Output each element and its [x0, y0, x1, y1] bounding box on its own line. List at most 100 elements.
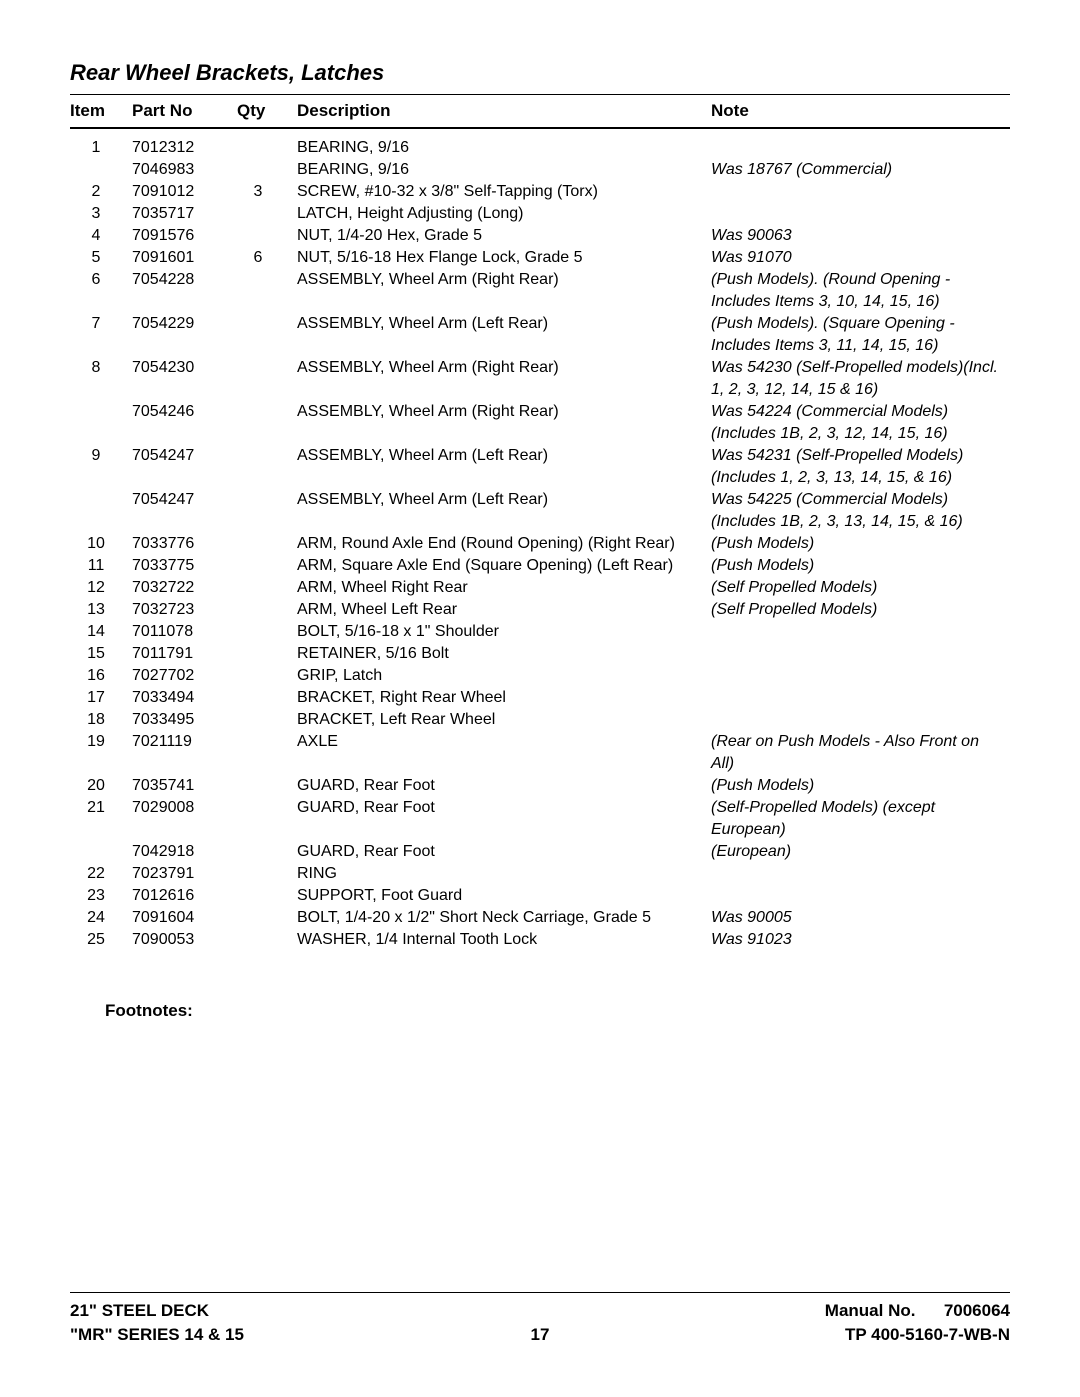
cell-part: 7021119: [132, 731, 237, 775]
cell-note: [711, 643, 1010, 665]
cell-desc: ASSEMBLY, Wheel Arm (Left Rear): [297, 445, 711, 489]
cell-part: 7035741: [132, 775, 237, 797]
header-desc: Description: [297, 101, 711, 121]
footnotes-label: Footnotes:: [105, 1001, 1010, 1021]
cell-desc: GRIP, Latch: [297, 665, 711, 687]
cell-note: (Self Propelled Models): [711, 577, 1010, 599]
cell-note: [711, 203, 1010, 225]
cell-note: [711, 665, 1010, 687]
cell-desc: SCREW, #10-32 x 3/8" Self-Tapping (Torx): [297, 181, 711, 203]
footer-manual-label: Manual No.: [825, 1301, 916, 1320]
cell-part: 7091012: [132, 181, 237, 203]
cell-desc: ASSEMBLY, Wheel Arm (Right Rear): [297, 357, 711, 401]
cell-desc: GUARD, Rear Foot: [297, 775, 711, 797]
table-row: 147011078BOLT, 5/16-18 x 1" Shoulder: [70, 621, 1010, 643]
cell-note: (Push Models): [711, 555, 1010, 577]
cell-note: [711, 709, 1010, 731]
cell-qty: [237, 225, 297, 247]
cell-qty: [237, 599, 297, 621]
cell-qty: [237, 445, 297, 489]
table-row: 207035741GUARD, Rear Foot(Push Models): [70, 775, 1010, 797]
table-row: 7046983BEARING, 9/16Was 18767 (Commercia…: [70, 159, 1010, 181]
cell-part: 7033495: [132, 709, 237, 731]
cell-item: 13: [70, 599, 132, 621]
cell-qty: [237, 533, 297, 555]
cell-part: 7032722: [132, 577, 237, 599]
cell-item: 3: [70, 203, 132, 225]
table-row: 7042918GUARD, Rear Foot(European): [70, 841, 1010, 863]
cell-item: 7: [70, 313, 132, 357]
cell-desc: ARM, Round Axle End (Round Opening) (Rig…: [297, 533, 711, 555]
cell-desc: BOLT, 1/4-20 x 1/2" Short Neck Carriage,…: [297, 907, 711, 929]
cell-part: 7054230: [132, 357, 237, 401]
cell-desc: GUARD, Rear Foot: [297, 797, 711, 841]
header-part: Part No: [132, 101, 237, 121]
cell-part: 7011078: [132, 621, 237, 643]
cell-desc: ASSEMBLY, Wheel Arm (Left Rear): [297, 489, 711, 533]
cell-part: 7033494: [132, 687, 237, 709]
cell-part: 7012312: [132, 137, 237, 159]
cell-qty: [237, 621, 297, 643]
cell-part: 7054246: [132, 401, 237, 445]
cell-qty: [237, 885, 297, 907]
cell-desc: ASSEMBLY, Wheel Arm (Right Rear): [297, 269, 711, 313]
cell-qty: [237, 137, 297, 159]
footer-right-2: TP 400-5160-7-WB-N: [580, 1323, 1010, 1347]
cell-note: Was 90063: [711, 225, 1010, 247]
cell-qty: [237, 203, 297, 225]
cell-part: 7012616: [132, 885, 237, 907]
table-body: 17012312BEARING, 9/167046983BEARING, 9/1…: [70, 137, 1010, 951]
table-row: 270910123SCREW, #10-32 x 3/8" Self-Tappi…: [70, 181, 1010, 203]
cell-note: (Self-Propelled Models) (except European…: [711, 797, 1010, 841]
cell-note: (Self Propelled Models): [711, 599, 1010, 621]
cell-qty: [237, 665, 297, 687]
cell-qty: [237, 401, 297, 445]
table-row: 87054230 ASSEMBLY, Wheel Arm (Right Rear)…: [70, 357, 1010, 401]
cell-item: 6: [70, 269, 132, 313]
cell-part: 7091601: [132, 247, 237, 269]
cell-part: 7011791: [132, 643, 237, 665]
cell-note: [711, 621, 1010, 643]
cell-item: 17: [70, 687, 132, 709]
cell-item: 12: [70, 577, 132, 599]
cell-note: Was 91070: [711, 247, 1010, 269]
cell-part: 7054228: [132, 269, 237, 313]
cell-note: [711, 181, 1010, 203]
cell-note: [711, 885, 1010, 907]
footer-left-2: "MR" SERIES 14 & 15: [70, 1323, 500, 1347]
cell-item: 21: [70, 797, 132, 841]
cell-qty: [237, 731, 297, 775]
cell-desc: ASSEMBLY, Wheel Arm (Left Rear): [297, 313, 711, 357]
cell-qty: [237, 269, 297, 313]
cell-note: (Push Models): [711, 533, 1010, 555]
table-row: 67054228 ASSEMBLY, Wheel Arm (Right Rear)…: [70, 269, 1010, 313]
table-row: 97054247ASSEMBLY, Wheel Arm (Left Rear)W…: [70, 445, 1010, 489]
cell-item: 8: [70, 357, 132, 401]
cell-part: 7032723: [132, 599, 237, 621]
cell-qty: [237, 643, 297, 665]
cell-part: 7029008: [132, 797, 237, 841]
cell-desc: ARM, Wheel Right Rear: [297, 577, 711, 599]
table-row: 7054247ASSEMBLY, Wheel Arm (Left Rear)Wa…: [70, 489, 1010, 533]
table-row: 570916016NUT, 5/16-18 Hex Flange Lock, G…: [70, 247, 1010, 269]
cell-desc: ARM, Square Axle End (Square Opening) (L…: [297, 555, 711, 577]
table-row: 157011791RETAINER, 5/16 Bolt: [70, 643, 1010, 665]
cell-qty: [237, 797, 297, 841]
cell-qty: [237, 709, 297, 731]
cell-item: 19: [70, 731, 132, 775]
cell-item: 25: [70, 929, 132, 951]
cell-desc: LATCH, Height Adjusting (Long): [297, 203, 711, 225]
cell-desc: BEARING, 9/16: [297, 159, 711, 181]
cell-qty: [237, 555, 297, 577]
cell-note: (Rear on Push Models - Also Front on All…: [711, 731, 1010, 775]
cell-item: 16: [70, 665, 132, 687]
table-row: 127032722 ARM, Wheel Right Rear(Self Prop…: [70, 577, 1010, 599]
cell-note: (Push Models): [711, 775, 1010, 797]
table-row: 227023791RING: [70, 863, 1010, 885]
table-row: 17012312BEARING, 9/16: [70, 137, 1010, 159]
cell-item: 4: [70, 225, 132, 247]
cell-part: 7054247: [132, 489, 237, 533]
cell-desc: BOLT, 5/16-18 x 1" Shoulder: [297, 621, 711, 643]
cell-item: [70, 159, 132, 181]
cell-desc: NUT, 5/16-18 Hex Flange Lock, Grade 5: [297, 247, 711, 269]
